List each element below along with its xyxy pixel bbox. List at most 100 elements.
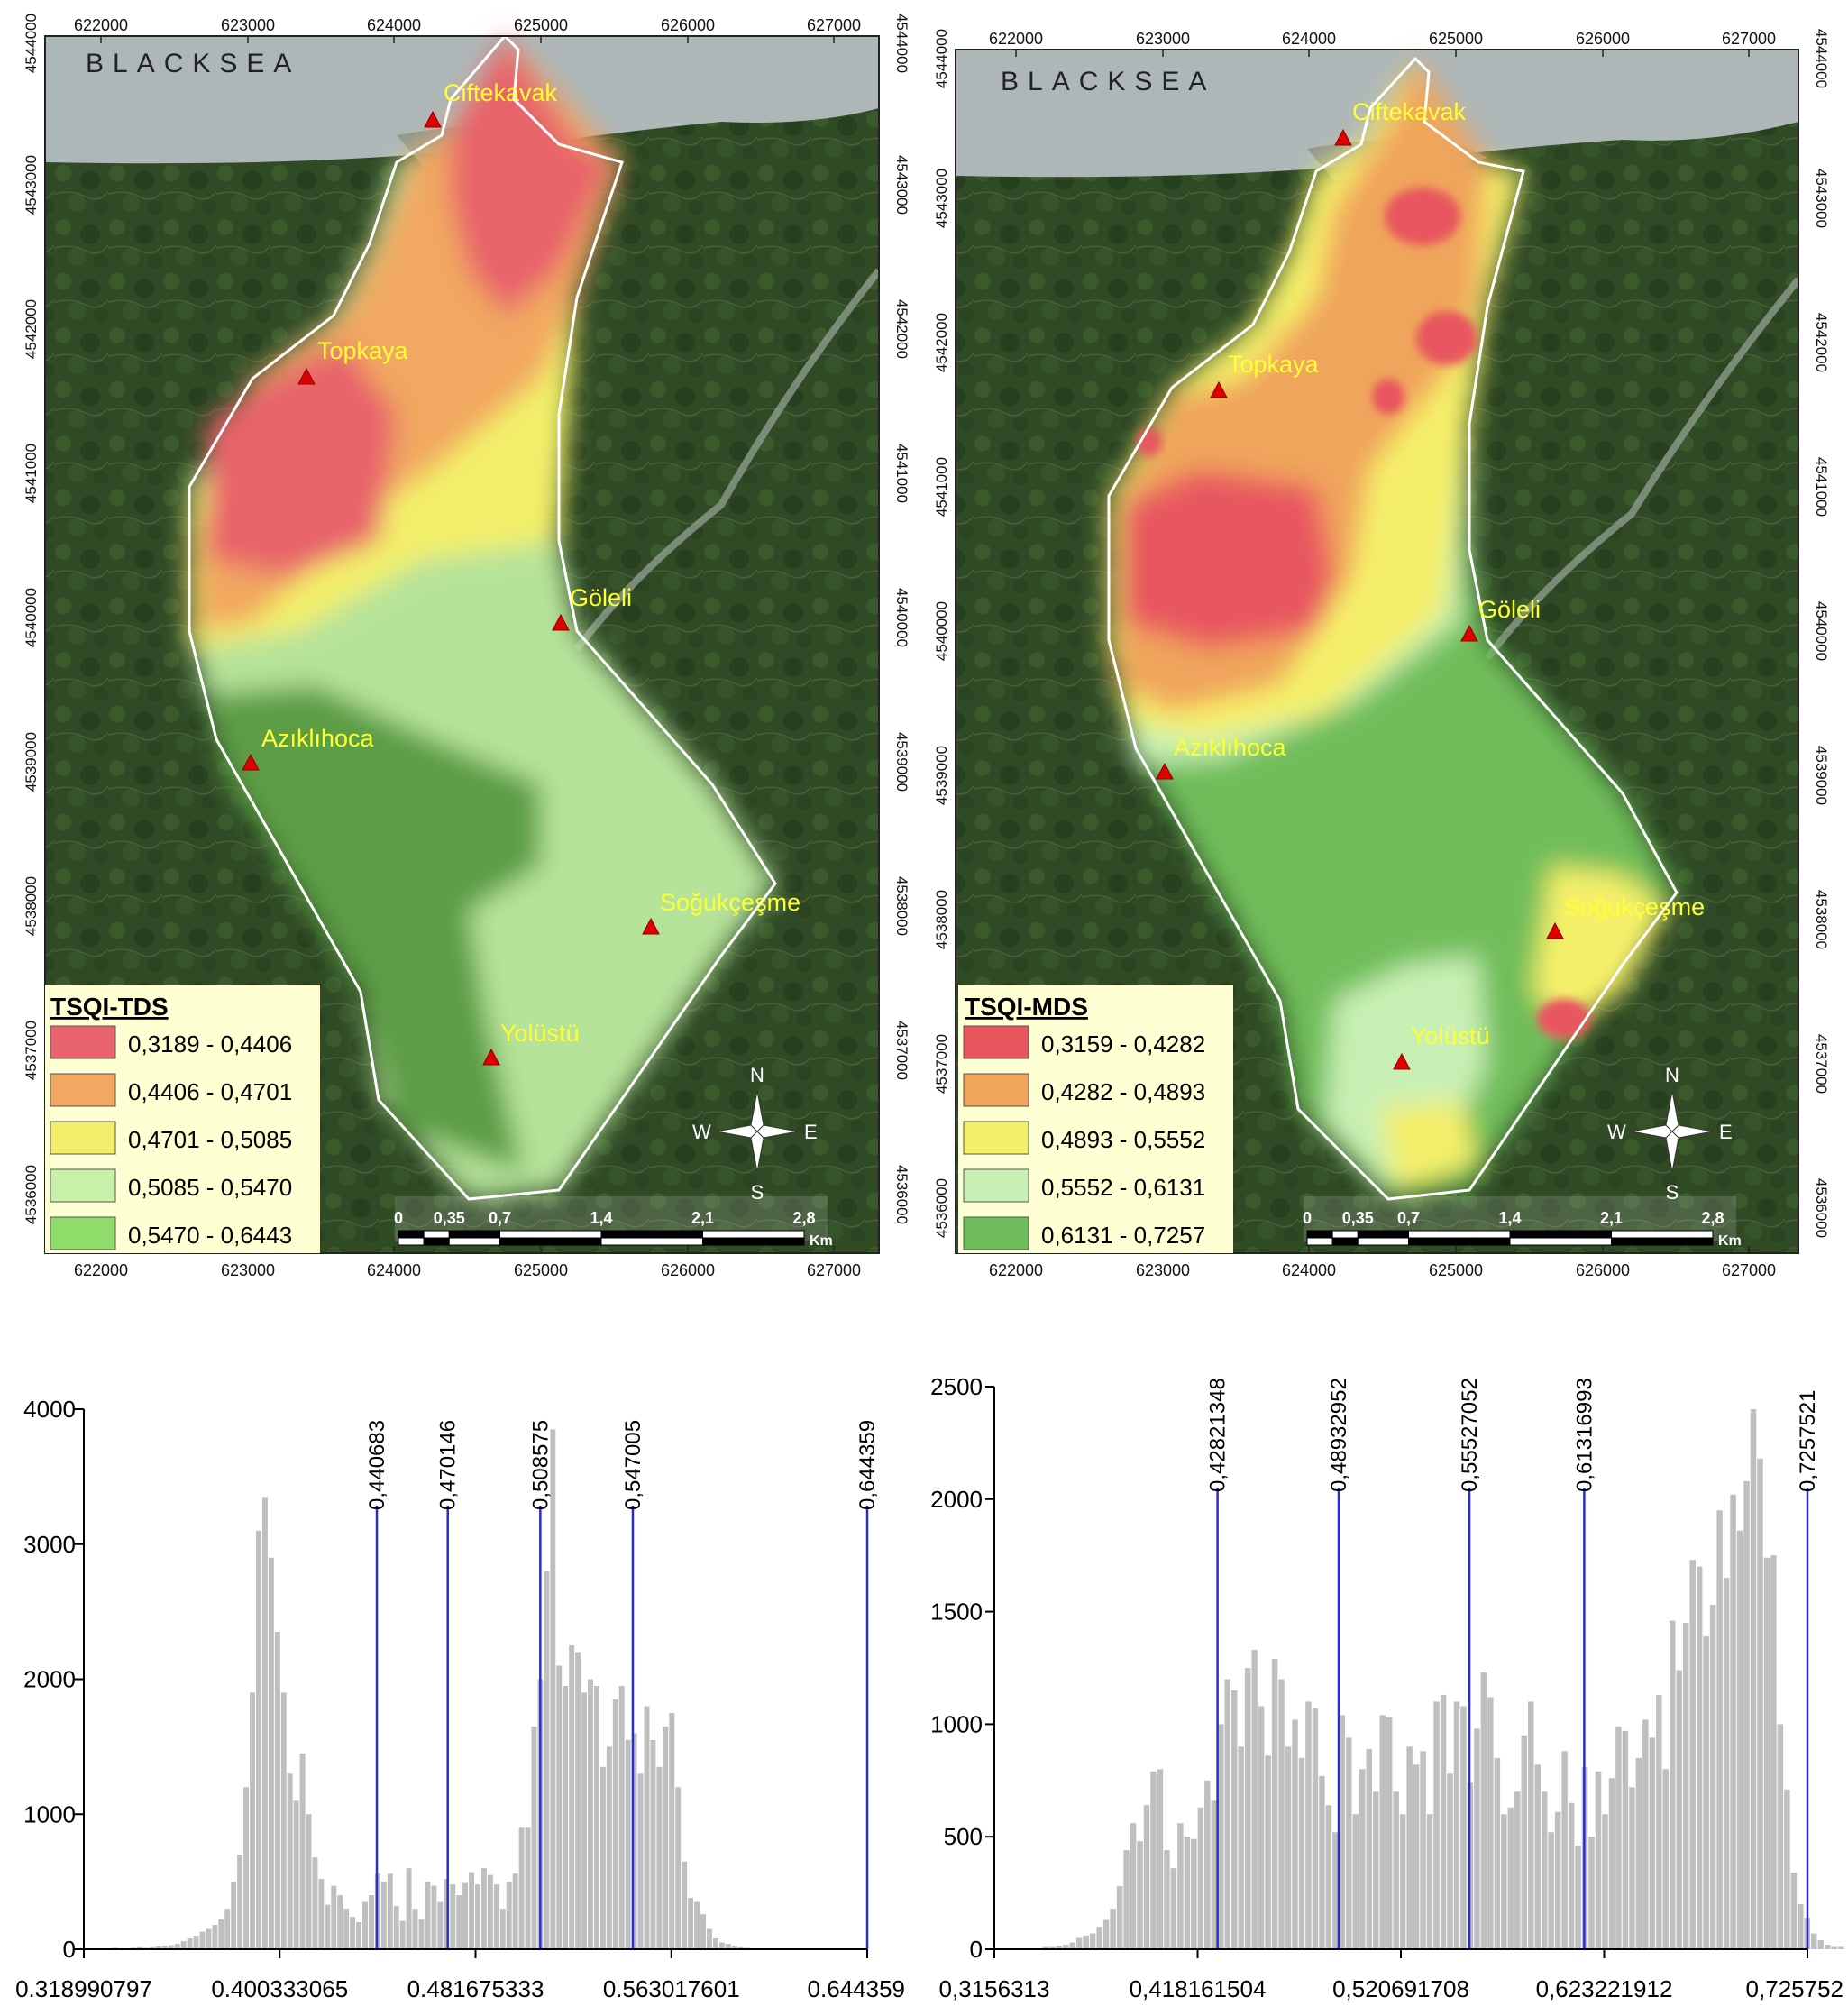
histogram-bar [1716,1510,1723,1949]
histogram-bar [155,1946,161,1949]
x-tick-label: 0,3156313 [939,1975,1050,2002]
place-marker-icon [1210,380,1228,398]
y-tick-label: 4543000 [933,169,950,228]
scale-bar-segment [1357,1237,1409,1246]
histogram-bar [581,1692,588,1949]
scale-bar-segment [1306,1237,1333,1246]
y-tick-label: 4543000 [893,155,910,215]
histogram-bar [644,1706,650,1949]
legend-label: 0,5552 - 0,6131 [1041,1174,1205,1201]
histogram-bar [731,1946,737,1949]
scale-bar-segment [1611,1237,1714,1246]
histogram-bar [1218,1724,1224,1949]
histogram-bar [1352,1814,1359,1949]
histogram-bar [1521,1735,1527,1949]
scale-bar-segment [1509,1237,1612,1246]
histogram-bar [1763,1557,1770,1949]
sea-area [956,50,1798,178]
x-tick-label: 626000 [661,16,715,34]
class-break-label: 0,61316993 [1572,1378,1596,1492]
legend-swatch [50,1216,116,1250]
scale-bar-segment [398,1230,425,1239]
histogram-bar [1164,1850,1170,1949]
histogram-bar [231,1882,237,1949]
y-tick-label: 4536000 [933,1178,950,1238]
histogram-bar [499,1909,506,1949]
histogram-bar [518,1827,525,1949]
histogram-bar [1602,1814,1608,1949]
place-label: Azıklıhoca [1174,734,1287,761]
histogram-bar [1622,1730,1629,1949]
place-label: Göleli [1478,596,1541,623]
y-tick-label: 4544000 [23,14,40,73]
scale-bar-segment [423,1237,450,1246]
histogram-bar [393,1906,399,1949]
histogram-bar [1433,1701,1440,1949]
histogram-bar [569,1645,575,1949]
histogram-bar [1696,1566,1703,1949]
map-frame [955,49,1799,1254]
y-tick-label: 4543000 [23,155,40,215]
histogram-bar [1406,1746,1413,1949]
histogram-bar [425,1882,431,1949]
y-tick-label: 4541000 [23,444,40,503]
y-ticks: 2500 2000 1500 1000 500 0 [930,1373,994,1963]
scale-label: 0,7 [489,1209,511,1227]
legend-label: 0,4406 - 0,4701 [128,1078,292,1105]
scale-label: 0 [394,1209,403,1227]
scale-bar-segment [702,1230,805,1239]
histogram-bar [1339,1715,1346,1949]
histogram-bar [1837,1946,1844,1949]
x-tick-label: 626000 [1576,1261,1630,1279]
histogram-bar [1635,1757,1642,1949]
legend-box [45,985,320,1253]
histogram-bar [1170,1868,1177,1949]
scale-unit: Km [810,1233,833,1249]
histogram-tsqi-mds: 0,42821348 0,48932952 0,55527052 0,61316993… [930,1373,1844,2002]
histogram-bar [1534,1764,1541,1949]
x-tick-label: 627000 [1722,1261,1776,1279]
scale-bar: 0 0,35 0,7 1,4 2,1 2,8 Km [1303,1196,1742,1249]
scale-bar-segment [600,1230,703,1239]
histogram-bar [612,1699,618,1949]
histogram-tsqi-tds: 0,440683 0,470146 0,508575 0,547005 0,644359… [15,1396,905,2002]
scale-label: 2,1 [1600,1209,1623,1227]
histogram-bar [1811,1933,1817,1949]
x-tick-label: 622000 [74,16,128,34]
y-tick-label: 4544000 [1813,29,1830,88]
x-tick-label: 627000 [807,16,861,34]
histogram-bar [1676,1670,1682,1949]
x-tick-label: 626000 [661,1261,715,1279]
scale-bar-segment [448,1237,500,1246]
histogram-bar [1554,1811,1561,1949]
map-frame [44,35,880,1254]
north-label: N [1665,1064,1679,1086]
x-tick-label: 622000 [989,1261,1043,1279]
histogram-bar [1083,1936,1089,1949]
histogram-bar [1366,1748,1373,1949]
scale-bar-segment [1306,1230,1333,1239]
histogram-bar [700,1914,706,1949]
north-arrow: N S E W [1607,1064,1733,1204]
scale-bar: 0 0,35 0,7 1,4 2,1 2,8 Km [394,1196,833,1249]
west-label: W [1607,1121,1626,1143]
histogram-bar [556,1665,563,1949]
class-break-label: 0,508575 [528,1420,553,1510]
histogram-bar [712,1938,718,1949]
histogram-bar [362,1901,368,1949]
river [1484,277,1798,661]
x-ticks: 0,3156313 0,418161504 0,520691708 0,6232219… [939,1949,1843,2002]
histogram-bar [1244,1668,1251,1949]
scale-label: 0,7 [1397,1209,1420,1227]
histogram-bar [149,1946,155,1949]
histogram-bar [599,1766,606,1949]
histogram-bar [206,1928,212,1949]
x-tick-label: 0,725752 [1746,1975,1843,2002]
histogram-bar [1298,1757,1305,1949]
histogram-bar [531,1726,537,1949]
histogram-bar [1757,1458,1763,1949]
histogram-bar [450,1884,456,1949]
legend-swatch [50,1168,116,1203]
y-tick-label: 4536000 [893,1165,910,1224]
histogram-bar [669,1712,675,1949]
